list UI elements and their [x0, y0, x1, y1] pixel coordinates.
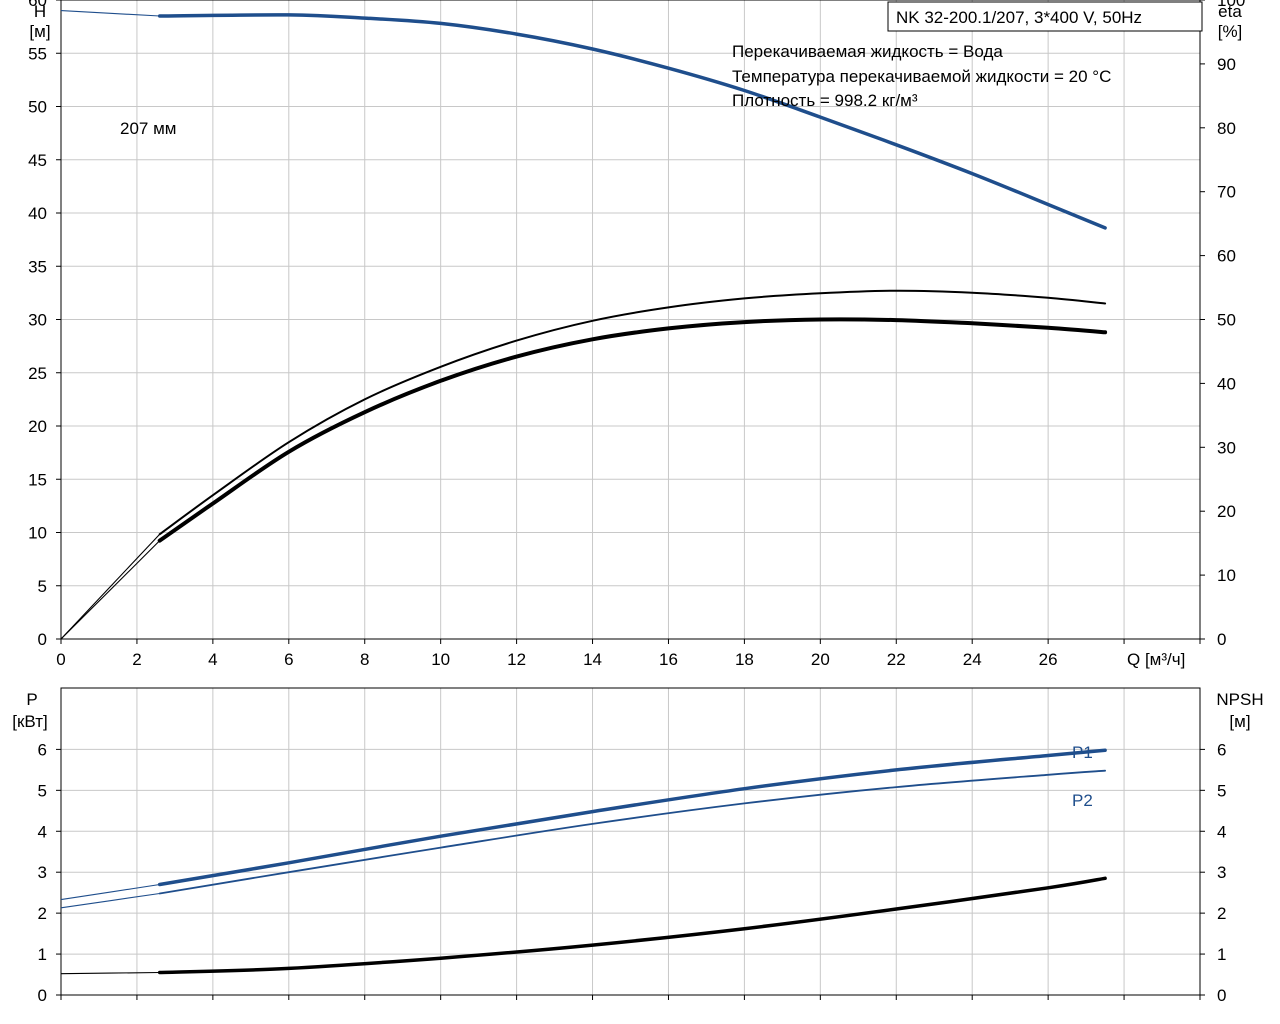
x-tick-label: 20: [811, 650, 830, 669]
y-right-tick-label: 3: [1217, 863, 1226, 882]
series-line-2: [157, 317, 1108, 543]
y-right-tick-label: 100: [1217, 0, 1245, 10]
series-extension-line: [60, 971, 160, 975]
x-tick-label: 4: [208, 650, 217, 669]
y-left-tick-label: 30: [28, 311, 47, 330]
series-line-2: [157, 876, 1107, 975]
series-extension-line: [60, 892, 160, 909]
x-tick-label: 26: [1039, 650, 1058, 669]
top-left-axis-unit: [м]: [29, 22, 50, 41]
y-right-tick-label: 70: [1217, 183, 1236, 202]
y-left-tick-label: 55: [28, 44, 47, 63]
y-right-tick-label: 4: [1217, 822, 1226, 841]
y-left-tick-label: 40: [28, 204, 47, 223]
bottom-right-axis-unit: [м]: [1229, 712, 1250, 731]
x-tick-label: 8: [360, 650, 369, 669]
top-grid: [60, 0, 1201, 640]
y-left-tick-label: 10: [28, 524, 47, 543]
x-tick-label: 16: [659, 650, 678, 669]
x-tick-label: 18: [735, 650, 754, 669]
bottom-left-axis-unit: [кВт]: [12, 712, 47, 731]
bottom-ticks: 0 1 2 3 4 5 6 0 1 2 3 4 5 6: [38, 740, 1227, 1005]
y-right-tick-label: 20: [1217, 502, 1236, 521]
y-left-tick-label: 6: [38, 740, 47, 759]
top-chart: 0510152025303540455055600102030405060708…: [28, 0, 1245, 669]
y-right-tick-label: 1: [1217, 945, 1226, 964]
y-left-tick-label: 60: [28, 0, 47, 10]
y-left-tick-label: 1: [38, 945, 47, 964]
x-tick-label: 12: [507, 650, 526, 669]
chart-title-box: [887, 1, 1203, 32]
y-left-tick-label: 5: [38, 577, 47, 596]
top-series-group: [60, 10, 1108, 640]
y-left-tick-label: 25: [28, 364, 47, 383]
x-tick-label: 24: [963, 650, 982, 669]
series-label-207mm: 207 мм: [120, 119, 176, 138]
y-right-tick-label: 10: [1217, 566, 1236, 585]
series-label-p1: P1: [1072, 743, 1093, 762]
annotation-density: Плотность = 998.2 кг/м³: [732, 91, 918, 110]
y-right-tick-label: 90: [1217, 55, 1236, 74]
y-right-tick-label: 0: [1217, 986, 1226, 1005]
series-extension-line: [60, 883, 160, 901]
y-right-tick-label: 0: [1217, 630, 1226, 649]
bottom-grid: [60, 688, 1201, 996]
y-left-tick-label: 35: [28, 257, 47, 276]
y-left-tick-label: 2: [38, 904, 47, 923]
series-extension-line: [60, 533, 161, 640]
annotation-liquid: Перекачиваемая жидкость = Вода: [732, 42, 1003, 61]
y-left-tick-label: 20: [28, 417, 47, 436]
series-extension-line: [60, 540, 161, 640]
y-right-tick-label: 5: [1217, 781, 1226, 800]
y-left-tick-label: 0: [38, 986, 47, 1005]
top-left-axis-name: H: [34, 2, 46, 21]
x-tick-label: 22: [887, 650, 906, 669]
y-left-tick-label: 50: [28, 98, 47, 117]
x-tick-label: 6: [284, 650, 293, 669]
x-tick-label: 14: [583, 650, 602, 669]
y-right-tick-label: 6: [1217, 740, 1226, 759]
y-left-tick-label: 5: [38, 781, 47, 800]
y-right-tick-label: 60: [1217, 247, 1236, 266]
y-left-tick-label: 15: [28, 470, 47, 489]
y-right-tick-label: 40: [1217, 374, 1236, 393]
bottom-plot-frame: [60, 687, 1201, 996]
x-tick-label: 2: [132, 650, 141, 669]
top-x-axis-label: Q [м³/ч]: [1127, 650, 1185, 669]
y-right-tick-label: 50: [1217, 311, 1236, 330]
series-extension-line: [60, 10, 160, 17]
y-left-tick-label: 45: [28, 151, 47, 170]
x-tick-label: 10: [431, 650, 450, 669]
chart-title: NK 32-200.1/207, 3*400 V, 50Hz: [896, 8, 1142, 27]
y-left-tick-label: 0: [38, 630, 47, 649]
top-ticks: 0510152025303540455055600102030405060708…: [28, 0, 1245, 669]
bottom-right-axis-name: NPSH: [1216, 690, 1263, 709]
y-right-tick-label: 80: [1217, 119, 1236, 138]
series-label-p2: P2: [1072, 791, 1093, 810]
bottom-chart: 0 1 2 3 4 5 6 0 1 2 3 4 5 6 P [кВт] NPSH [м] P1 P2: [12, 687, 1264, 1005]
bottom-left-axis-name: P: [26, 690, 37, 709]
y-left-tick-label: 4: [38, 822, 47, 841]
annotation-temperature: Температура перекачиваемой жидкости = 20…: [732, 67, 1111, 86]
y-left-tick-label: 3: [38, 863, 47, 882]
top-right-axis-name: eta: [1218, 2, 1242, 21]
series-line-207-мм: [157, 13, 1107, 230]
series-line-P2: [158, 769, 1106, 895]
x-tick-label: 0: [56, 650, 65, 669]
top-right-axis-unit: [%]: [1218, 22, 1243, 41]
series-line-P1: [157, 748, 1107, 887]
bottom-series-group: [60, 748, 1107, 975]
y-right-tick-label: 2: [1217, 904, 1226, 923]
y-right-tick-label: 30: [1217, 438, 1236, 457]
series-line-1: [158, 289, 1107, 536]
